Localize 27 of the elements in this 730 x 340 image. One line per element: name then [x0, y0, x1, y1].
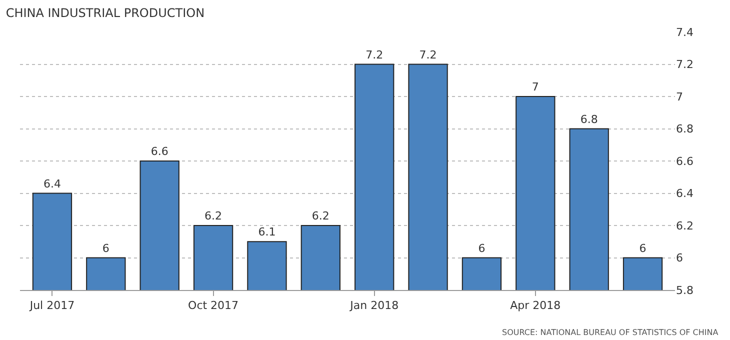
data-label: 6.2 — [312, 210, 330, 222]
y-tick-label: 7 — [676, 90, 683, 104]
data-label: 7.2 — [366, 48, 384, 62]
y-tick-label: 6 — [676, 252, 683, 265]
source-note: SOURCE: NATIONAL BUREAU OF STATISTICS OF CHINA — [502, 328, 719, 337]
data-label: 6 — [102, 242, 110, 255]
y-tick-label: 6.6 — [676, 154, 694, 168]
data-label: 7.2 — [419, 48, 437, 62]
x-tick-label: Jul 2017 — [28, 299, 75, 312]
y-tick-label: 6.4 — [676, 187, 694, 200]
data-label: 6.4 — [43, 177, 61, 190]
data-label: 6 — [478, 242, 486, 255]
x-tick-label: Oct 2017 — [188, 299, 239, 312]
data-label: 6.1 — [258, 226, 276, 239]
y-tick-label: 6.2 — [676, 219, 694, 232]
x-tick-label: Jan 2018 — [349, 299, 399, 312]
data-label: 6.8 — [580, 112, 598, 126]
y-tick-label: 7.2 — [676, 58, 694, 72]
data-label: 7 — [532, 80, 539, 94]
x-tick-label: Apr 2018 — [510, 299, 561, 312]
chart-title: CHINA INDUSTRIAL PRODUCTION — [6, 6, 205, 20]
y-tick-label: 5.8 — [676, 284, 694, 297]
data-label: 6.2 — [204, 210, 222, 222]
data-label: 6.6 — [150, 145, 168, 158]
y-tick-label: 6.8 — [676, 122, 694, 136]
data-label: 6 — [639, 242, 646, 255]
y-tick-label: 7.4 — [676, 26, 694, 39]
